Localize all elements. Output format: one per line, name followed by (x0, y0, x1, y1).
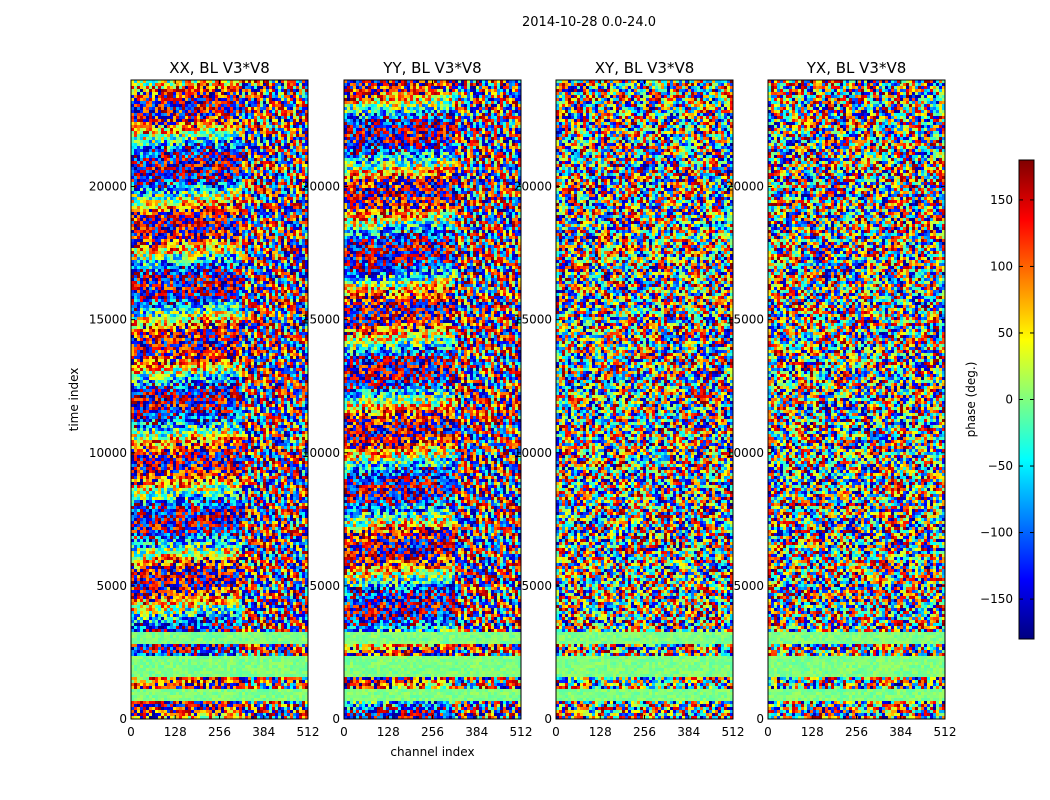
y-tick-label: 10000 (726, 446, 764, 460)
y-tick-label: 0 (119, 712, 127, 726)
x-tick-label: 384 (465, 725, 488, 739)
colorbar-tick-label: −50 (988, 459, 1013, 473)
panel-3: XY, BL V3*V8 0 128 256 384 512 0 5000 10000 15000… (514, 59, 745, 739)
panel-1: XX, BL V3*V8 0 128 256 384 512 0 5000 10000 15000… (67, 59, 319, 739)
y-tick-label: 15000 (302, 313, 340, 327)
x-tick-label: 0 (764, 725, 772, 739)
y-tick-label: 20000 (514, 180, 552, 194)
colorbar-tick-label: 50 (998, 326, 1013, 340)
x-tick-label: 384 (889, 725, 912, 739)
x-tick-label: 128 (801, 725, 824, 739)
y-tick-label: 10000 (302, 446, 340, 460)
panel-4: YX, BL V3*V8 0 128 256 384 512 0 5000 10000 15000… (726, 59, 957, 739)
colorbar-label: phase (deg.) (964, 362, 978, 438)
x-tick-label: 128 (377, 725, 400, 739)
phase-texture (768, 80, 945, 719)
panel-title: XY, BL V3*V8 (595, 59, 695, 77)
x-tick-label: 512 (297, 725, 320, 739)
x-tick-label: 512 (934, 725, 957, 739)
y-tick-label: 0 (756, 712, 764, 726)
figure-title: 2014-10-28 0.0-24.0 (522, 15, 656, 30)
y-tick-label: 15000 (726, 313, 764, 327)
colorbar-tick-label: 150 (990, 193, 1013, 207)
x-axis-label: channel index (390, 745, 474, 759)
x-tick-label: 128 (164, 725, 187, 739)
y-tick-label: 0 (544, 712, 552, 726)
y-tick-label: 5000 (733, 579, 764, 593)
y-tick-label: 15000 (89, 313, 127, 327)
y-tick-label: 20000 (726, 180, 764, 194)
x-tick-label: 512 (722, 725, 745, 739)
colorbar-tick-label: −150 (980, 592, 1013, 606)
y-tick-label: 0 (332, 712, 340, 726)
y-tick-label: 15000 (514, 313, 552, 327)
phase-texture (131, 80, 308, 719)
x-tick-label: 256 (208, 725, 231, 739)
y-tick-label: 20000 (89, 180, 127, 194)
y-tick-label: 5000 (309, 579, 340, 593)
x-tick-label: 512 (510, 725, 533, 739)
y-axis-label: time index (67, 368, 81, 432)
phase-texture (344, 80, 521, 719)
x-tick-label: 0 (127, 725, 135, 739)
panel-title: YX, BL V3*V8 (806, 59, 907, 77)
colorbar-tick-label: 0 (1005, 393, 1013, 407)
x-tick-label: 384 (677, 725, 700, 739)
x-tick-label: 256 (845, 725, 868, 739)
y-tick-label: 5000 (96, 579, 127, 593)
x-tick-label: 0 (340, 725, 348, 739)
colorbar-tick-label: −100 (980, 526, 1013, 540)
panel-title: XX, BL V3*V8 (169, 59, 270, 77)
panels: XX, BL V3*V8 0 128 256 384 512 0 5000 10000 15000… (67, 59, 956, 759)
panel-title: YY, BL V3*V8 (382, 59, 481, 77)
y-tick-label: 5000 (521, 579, 552, 593)
x-tick-label: 256 (421, 725, 444, 739)
y-tick-label: 10000 (89, 446, 127, 460)
x-tick-label: 0 (552, 725, 560, 739)
colorbar-tick-label: 100 (990, 259, 1013, 273)
x-tick-label: 128 (589, 725, 612, 739)
y-tick-label: 20000 (302, 180, 340, 194)
colorbar: −150 −100 −50 0 50 100 150 phase (deg.) (964, 159, 1035, 640)
panel-2: YY, BL V3*V8 0 128 256 384 512 0 5000 10000 15000… (302, 59, 533, 759)
y-tick-label: 10000 (514, 446, 552, 460)
x-tick-label: 384 (252, 725, 275, 739)
phase-texture (556, 80, 733, 719)
x-tick-label: 256 (633, 725, 656, 739)
